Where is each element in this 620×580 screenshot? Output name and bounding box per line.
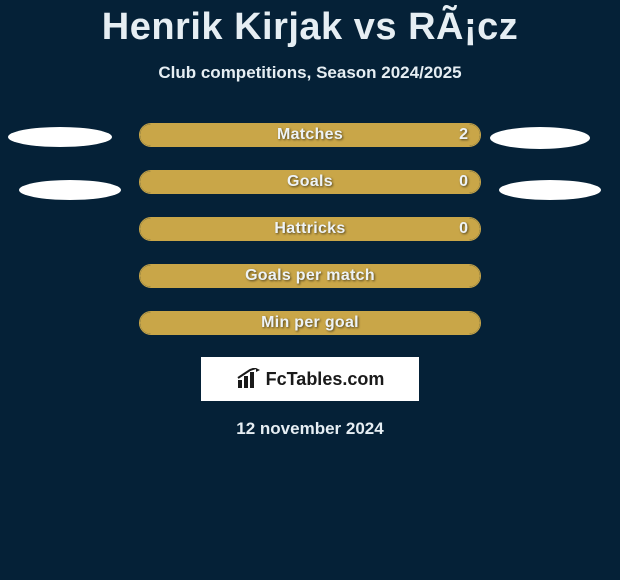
stats-container: Matches 2 Goals 0 Hattricks 0 Goals per match M… — [0, 123, 620, 335]
chart-icon — [236, 368, 262, 390]
stat-label: Hattricks — [274, 220, 345, 238]
stat-label: Goals — [287, 173, 333, 191]
logo-text: FcTables.com — [266, 369, 385, 390]
decoration-ellipse — [490, 127, 590, 149]
stat-label: Matches — [277, 126, 343, 144]
page-title: Henrik Kirjak vs RÃ¡cz — [0, 0, 620, 49]
stat-row: Goals per match — [0, 264, 620, 288]
decoration-ellipse — [8, 127, 112, 147]
subtitle: Club competitions, Season 2024/2025 — [0, 63, 620, 83]
stat-value: 2 — [459, 126, 468, 144]
stat-value: 0 — [459, 173, 468, 191]
stat-label: Goals per match — [245, 267, 375, 285]
decoration-ellipse — [19, 180, 121, 200]
logo-box: FcTables.com — [201, 357, 419, 401]
stat-row: Min per goal — [0, 311, 620, 335]
date-text: 12 november 2024 — [0, 419, 620, 439]
logo: FcTables.com — [236, 368, 385, 390]
decoration-ellipse — [499, 180, 601, 200]
stat-label: Min per goal — [261, 314, 359, 332]
stat-value: 0 — [459, 220, 468, 238]
stat-row: Hattricks 0 — [0, 217, 620, 241]
